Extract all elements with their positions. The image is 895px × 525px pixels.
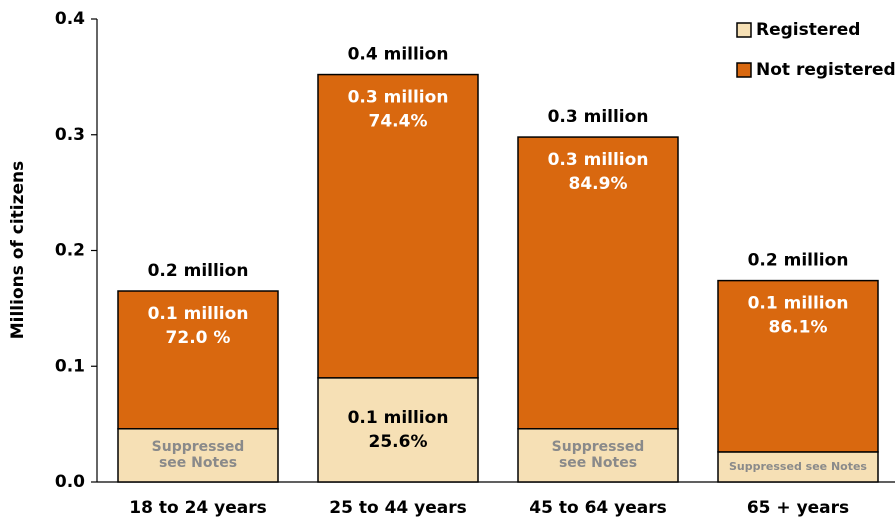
bar-segment <box>717 451 879 483</box>
x-tick-label: 65 + years <box>747 498 849 518</box>
percent-label: 74.4% <box>369 112 428 132</box>
percent-label: 25.6% <box>369 432 428 452</box>
x-tick-label: 25 to 44 years <box>329 498 466 518</box>
bar-segment <box>517 136 679 430</box>
legend-label: Registered <box>756 20 860 40</box>
y-tick-label: 0.2 <box>55 241 85 261</box>
legend-label: Not registered <box>756 60 895 80</box>
suppressed-label: Suppressed see Notes <box>551 438 645 472</box>
bar-segment <box>317 73 479 379</box>
bar-segment <box>117 290 279 430</box>
total-label: 0.3 million <box>548 107 649 127</box>
percent-label: 84.9% <box>569 174 628 194</box>
x-tick-label: 18 to 24 years <box>129 498 266 518</box>
suppressed-label: Suppressed see Notes <box>151 438 245 472</box>
bar-segment <box>317 377 479 483</box>
bar-segment <box>717 279 879 453</box>
legend-swatch <box>736 62 752 78</box>
y-tick-label: 0.3 <box>55 125 85 145</box>
total-label: 0.2 million <box>148 261 249 281</box>
value-label: 0.1 million <box>148 304 249 324</box>
y-axis-label: Millions of citizens <box>8 161 28 340</box>
bar-segment <box>517 428 679 483</box>
percent-label: 86.1% <box>769 318 828 338</box>
total-label: 0.2 million <box>748 251 849 271</box>
value-label: 0.3 million <box>548 150 649 170</box>
value-label: 0.1 million <box>748 294 849 314</box>
value-label: 0.1 million <box>348 408 449 428</box>
suppressed-label: Suppressed see Notes <box>729 460 867 474</box>
percent-label: 72.0 % <box>166 328 231 348</box>
y-tick-label: 0.1 <box>55 356 85 376</box>
suppressed-text: Suppressed see Notes <box>551 438 645 472</box>
legend-swatch <box>736 22 752 38</box>
y-tick-label: 0.0 <box>55 472 85 492</box>
y-tick-label: 0.4 <box>55 9 85 29</box>
value-label: 0.3 million <box>348 88 449 108</box>
suppressed-text: Suppressed see Notes <box>729 460 867 474</box>
x-tick-label: 45 to 64 years <box>529 498 666 518</box>
suppressed-text: Suppressed see Notes <box>151 438 245 472</box>
total-label: 0.4 million <box>348 45 449 65</box>
bar-segment <box>117 428 279 483</box>
